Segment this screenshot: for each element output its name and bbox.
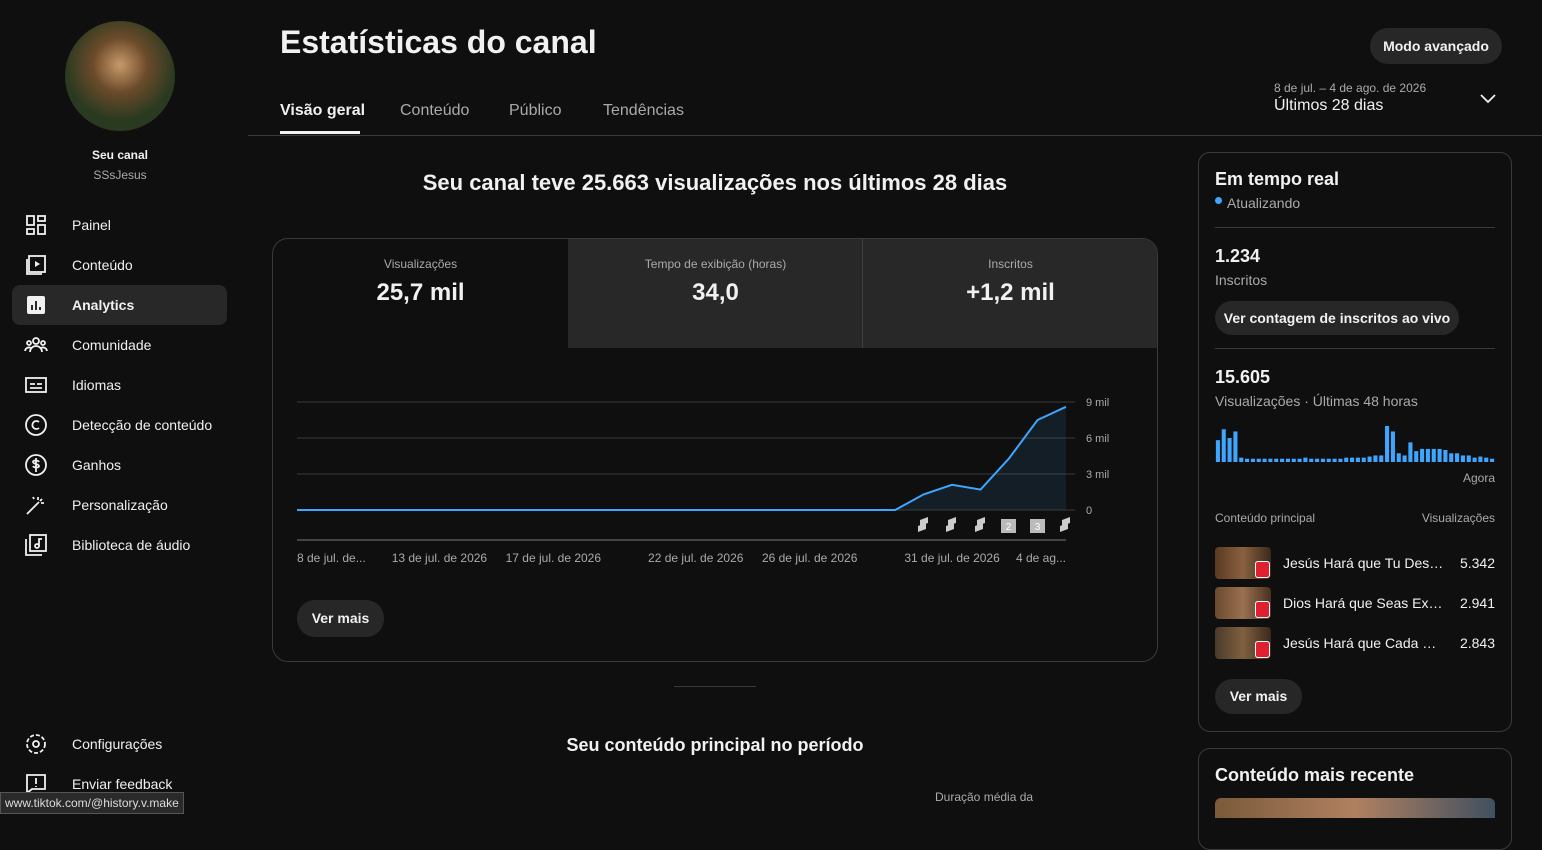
- nav-item[interactable]: Biblioteca de áudio: [12, 525, 227, 565]
- divider: [674, 686, 756, 687]
- item-views: 5.342: [1459, 555, 1495, 571]
- avatar[interactable]: [64, 20, 176, 132]
- tab[interactable]: Visão geral: [280, 102, 366, 119]
- list-header: Visualizações: [1421, 511, 1495, 525]
- tab[interactable]: Conteúdo: [400, 102, 470, 119]
- item-title[interactable]: Jesús Hará que Tu Des…: [1283, 555, 1444, 571]
- page-title: Estatísticas do canal: [280, 24, 597, 60]
- thumbnail[interactable]: [1215, 547, 1271, 579]
- chevron[interactable]: [1479, 92, 1497, 106]
- recent-thumbnail[interactable]: [1215, 798, 1495, 818]
- divider: [1215, 227, 1495, 228]
- recent-title: Conteúdo mais recente: [1215, 765, 1415, 785]
- item-title[interactable]: Dios Hará que Seas Ex…: [1283, 595, 1443, 611]
- nav-label: Configurações: [72, 736, 163, 752]
- nav-label: Conteúdo: [72, 257, 133, 273]
- more-button[interactable]: Ver mais: [297, 600, 384, 637]
- list-header: Conteúdo principal: [1215, 511, 1316, 525]
- nav-label: Biblioteca de áudio: [72, 537, 191, 553]
- nav-item[interactable]: Detecção de conteúdo: [12, 405, 227, 445]
- channel-name: SSsJesus: [93, 168, 147, 182]
- nav-item[interactable]: Idiomas: [12, 365, 227, 405]
- thumbnail[interactable]: [1215, 587, 1271, 619]
- realtime-card: [1198, 152, 1512, 732]
- nav-item-active[interactable]: Analytics: [12, 285, 227, 325]
- nav-item[interactable]: Ganhos: [12, 445, 227, 485]
- views-label: Visualizações · Últimas 48 horas: [1215, 393, 1418, 409]
- item-views: 2.941: [1459, 595, 1495, 611]
- nav-label: Idiomas: [72, 377, 122, 393]
- views-count: 15.605: [1215, 367, 1271, 387]
- metric-label: Visualizações: [383, 257, 458, 271]
- date-range: 8 de jul. – 4 de ago. de 2026: [1274, 81, 1427, 95]
- column-header: Duração média da: [935, 790, 1034, 804]
- tab-indicator: [280, 131, 360, 134]
- nav-item[interactable]: Personalização: [12, 485, 227, 525]
- nav-label: Enviar feedback: [72, 776, 173, 792]
- realtime-status: Atualizando: [1227, 195, 1301, 211]
- channel-label: Seu canal: [91, 148, 149, 162]
- metric-label: Tempo de exibição (horas): [644, 257, 787, 271]
- divider: [248, 135, 1542, 136]
- period[interactable]: Últimos 28 dias: [1274, 97, 1384, 114]
- item-title[interactable]: Jesús Hará que Cada …: [1283, 635, 1437, 651]
- status-url: www.tiktok.com/@history.v.make: [0, 792, 184, 814]
- metric-value[interactable]: 25,7 mil: [376, 279, 465, 306]
- nav-item[interactable]: Comunidade: [12, 325, 227, 365]
- nav-label: Personalização: [72, 497, 168, 513]
- thumbnail[interactable]: [1215, 627, 1271, 659]
- page: Seu canal SSsJesus Painel Conteúdo Analy…: [0, 20, 1542, 850]
- tab[interactable]: Tendências: [603, 102, 684, 119]
- live-count-button[interactable]: Ver contagem de inscritos ao vivo: [1215, 301, 1459, 335]
- nav-item[interactable]: Configurações: [12, 724, 227, 764]
- divider: [1215, 348, 1495, 349]
- nav-label: Comunidade: [72, 337, 152, 353]
- realtime-title: Em tempo real: [1215, 169, 1340, 189]
- nav-item[interactable]: Conteúdo: [12, 245, 227, 285]
- metric-value[interactable]: +1,2 mil: [966, 279, 1055, 306]
- nav-label: Analytics: [72, 297, 135, 313]
- nav-item[interactable]: Painel: [12, 205, 227, 245]
- nav-label: Detecção de conteúdo: [72, 417, 213, 433]
- item-views: 2.843: [1459, 635, 1495, 651]
- nav-label: Ganhos: [72, 457, 122, 473]
- divider: [862, 239, 863, 348]
- overview-card: Visualizações 25,7 mil Tempo de exibição…: [272, 238, 1158, 662]
- subscriber-count: 1.234: [1215, 246, 1261, 266]
- nav-label: Painel: [72, 217, 111, 233]
- tab[interactable]: Público: [509, 102, 562, 119]
- metric-label: Inscritos: [988, 257, 1033, 271]
- metric-value[interactable]: 34,0: [692, 279, 739, 306]
- section-title: Seu conteúdo principal no período: [566, 735, 864, 755]
- status-dot: [1215, 197, 1222, 204]
- headline: Seu canal teve 25.663 visualizações nos …: [422, 170, 1008, 195]
- nav-item[interactable]: Enviar feedback: [12, 764, 227, 804]
- more-button[interactable]: Ver mais: [1215, 679, 1302, 714]
- advanced-button[interactable]: Modo avançado: [1370, 28, 1502, 64]
- subscriber-label: Inscritos: [1215, 272, 1268, 288]
